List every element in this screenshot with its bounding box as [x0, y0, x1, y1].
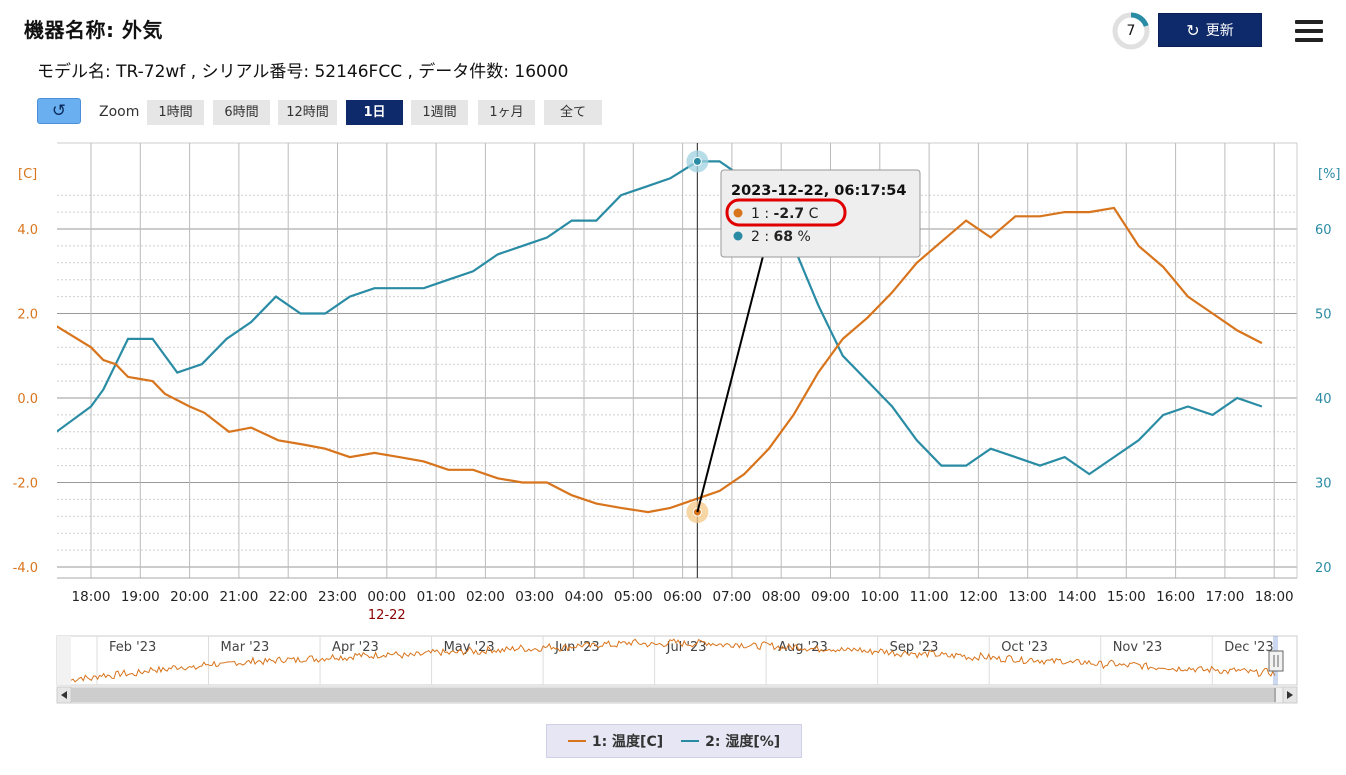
- chart-legend: 1: 温度[C] 2: 湿度[%]: [546, 724, 802, 758]
- navigator-month-label: Oct '23: [1001, 640, 1048, 655]
- grid: [57, 142, 1297, 578]
- zoom-button-4[interactable]: 1週間: [411, 100, 468, 125]
- hamburger-menu-icon[interactable]: [1295, 20, 1323, 44]
- annotation-arrow: [696, 220, 773, 513]
- zoom-button-2[interactable]: 12時間: [278, 100, 337, 125]
- x-tick-label: 22:00: [269, 589, 308, 605]
- navigator: Feb '23 Mar '23 Apr '23 May '23 Jun '23 Jul '…: [56, 635, 1298, 686]
- tooltip-dot-temperature: [733, 208, 743, 218]
- scrollbar-thumb: [71, 688, 1276, 702]
- y-right-tick-label: 30: [1315, 477, 1332, 492]
- x-tick-label: 09:00: [811, 589, 850, 605]
- refresh-icon: ↻: [1186, 20, 1200, 40]
- x-tick-label: 14:00: [1058, 589, 1097, 605]
- zoom-button-6[interactable]: 全て: [544, 100, 602, 125]
- zoom-button-0[interactable]: 1時間: [147, 100, 204, 125]
- countdown-ring-icon: [1112, 12, 1150, 50]
- navigator-handle: [1268, 650, 1284, 672]
- x-tick-label: 12:00: [959, 589, 998, 605]
- y-right-tick-label: 50: [1315, 308, 1332, 323]
- x-tick-label: 01:00: [417, 589, 456, 605]
- legend-item-humidity[interactable]: 2: 湿度[%]: [681, 731, 780, 751]
- zoom-label: Zoom: [99, 104, 140, 120]
- x-tick-label: 19:00: [121, 589, 160, 605]
- legend-label-temperature: 1: 温度[C]: [591, 734, 664, 750]
- x-tick-label: 07:00: [712, 589, 751, 605]
- y-left-tick-label: 4.0: [17, 223, 38, 238]
- refresh-label: 更新: [1205, 23, 1234, 39]
- device-info: モデル名: TR-72wf , シリアル番号: 52146FCC , データ件数…: [37, 62, 569, 82]
- y-left-tick-label: 0.0: [17, 392, 38, 407]
- x-tick-label: 11:00: [910, 589, 949, 605]
- tooltip-title: 2023-12-22, 06:17:54: [731, 183, 906, 199]
- navigator-left-pad: [57, 636, 71, 685]
- x-tick-label: 18:00: [1255, 589, 1294, 605]
- x-tick-label: 03:00: [515, 589, 554, 605]
- tooltip-box: [720, 169, 921, 258]
- x-tick-label: 04:00: [565, 589, 604, 605]
- tooltip-dot-humidity: [733, 231, 743, 241]
- x-tick-label: 08:00: [762, 589, 801, 605]
- reset-zoom-button[interactable]: ↺: [37, 98, 81, 124]
- navigator-month-label: Sep '23: [890, 640, 939, 655]
- x-tick-label: 18:00: [72, 589, 111, 605]
- tooltip-highlight-outline: [725, 198, 847, 227]
- x-tick-label: 10:00: [860, 589, 899, 605]
- navigator-month-label: Apr '23: [332, 640, 379, 655]
- highlight-point-humidity: [692, 156, 702, 166]
- zoom-button-5[interactable]: 1ヶ月: [478, 100, 535, 125]
- navigator-month-label: Jul '23: [666, 640, 707, 655]
- y-right-tick-label: 20: [1315, 561, 1332, 576]
- navigator-month-label: Aug '23: [778, 640, 828, 655]
- series-line-humidity: [57, 160, 1263, 476]
- x-tick-label: 16:00: [1156, 589, 1195, 605]
- navigator-frame: [56, 635, 1298, 686]
- x-tick-label: 23:00: [318, 589, 357, 605]
- tooltip: 2023-12-22, 06:17:54 1 : -2.7 C 2 : 68 %: [720, 169, 921, 258]
- y-left-unit: [C]: [18, 167, 37, 182]
- legend-label-humidity: 2: 湿度[%]: [705, 734, 781, 750]
- x-tick-label: 20:00: [170, 589, 209, 605]
- zoom-button-1[interactable]: 6時間: [213, 100, 270, 125]
- undo-icon: ↺: [51, 101, 67, 121]
- x-tick-label: 06:00: [663, 589, 702, 605]
- navigator-month-label: Feb '23: [109, 640, 156, 655]
- legend-swatch-temperature: [567, 740, 586, 742]
- x-tick-label: 05:00: [614, 589, 653, 605]
- countdown-number: 7: [1126, 23, 1136, 39]
- x-tick-label: 21:00: [219, 589, 258, 605]
- y-left-tick-label: 2.0: [17, 308, 38, 323]
- tooltip-row-temperature: 1 : -2.7 C: [751, 206, 819, 222]
- y-left-tick-label: -2.0: [13, 477, 38, 492]
- y-right-unit: [%]: [1318, 167, 1341, 182]
- scroll-right-arrow-icon: [1287, 691, 1293, 699]
- x-tick-label: 00:00: [367, 589, 406, 605]
- y-right-tick-label: 60: [1315, 223, 1332, 238]
- navigator-month-label: Mar '23: [221, 640, 270, 655]
- navigator-series-temperature: [70, 638, 1276, 683]
- navigator-month-label: Jun '23: [554, 640, 600, 655]
- y-right-tick-label: 40: [1315, 392, 1332, 407]
- scrollbar: [56, 686, 1298, 704]
- zoom-button-3[interactable]: 1日: [346, 100, 403, 125]
- legend-item-temperature[interactable]: 1: 温度[C]: [567, 731, 664, 751]
- tooltip-row-humidity: 2 : 68 %: [751, 229, 811, 245]
- navigator-month-label: Nov '23: [1113, 640, 1163, 655]
- x-tick-label: 02:00: [466, 589, 505, 605]
- legend-swatch-humidity: [681, 740, 700, 742]
- x-tick-label: 15:00: [1107, 589, 1146, 605]
- x-date-label: 12-22: [368, 608, 406, 623]
- series-line-temperature: [57, 206, 1263, 514]
- page-title: 機器名称: 外気: [24, 18, 163, 42]
- navigator-month-label: Dec '23: [1224, 640, 1273, 655]
- refresh-button[interactable]: ↻ 更新: [1158, 13, 1262, 47]
- x-tick-label: 13:00: [1008, 589, 1047, 605]
- y-left-tick-label: -4.0: [13, 561, 38, 576]
- scroll-left-arrow-icon: [61, 691, 67, 699]
- x-tick-label: 17:00: [1205, 589, 1244, 605]
